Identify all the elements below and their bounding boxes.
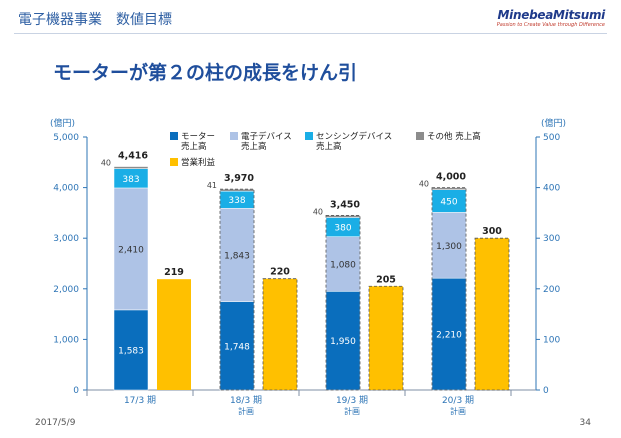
stack-segment-label: 2,410 — [118, 245, 144, 255]
legend-label: センシングデバイス — [316, 131, 392, 142]
right-axis-tick-label: 200 — [543, 285, 560, 295]
stack-total-label: 4,416 — [118, 151, 148, 162]
other-segment-label: 41 — [207, 181, 217, 190]
stack-total-label: 4,000 — [436, 172, 466, 183]
header-title: 電子機器事業 数値目標 — [18, 12, 172, 28]
right-axis-tick-label: 400 — [543, 184, 560, 194]
left-axis-tick-label: 3,000 — [53, 234, 79, 244]
stack-segment-label: 1,748 — [224, 342, 250, 352]
left-axis-tick-label: 2,000 — [53, 285, 79, 295]
other-segment-label: 40 — [313, 207, 323, 216]
right-axis-tick-label: 300 — [543, 234, 560, 244]
legend-swatch — [416, 132, 424, 140]
stack-segment-label: 383 — [122, 175, 139, 185]
stack-bar-segment — [113, 187, 149, 311]
profit-bar — [368, 285, 404, 391]
other-segment-label: 40 — [419, 180, 429, 189]
right-axis-tick-label: 0 — [543, 386, 549, 396]
stack-segment-label: 1,080 — [330, 261, 356, 271]
legend-label: その他 売上高 — [427, 131, 481, 142]
stack-segment-label: 380 — [334, 224, 351, 234]
plan-dashed-outline — [219, 188, 255, 391]
stack-segment-label: 1,950 — [330, 337, 356, 347]
left-axis-tick-label: 5,000 — [53, 133, 79, 143]
profit-value-label: 220 — [270, 267, 290, 278]
stack-segment-label: 450 — [440, 198, 457, 208]
stack-total-label: 3,970 — [224, 173, 254, 184]
header-divider — [14, 33, 607, 34]
stack-bar-segment — [431, 277, 467, 391]
left-axis-tick-label: 0 — [73, 386, 79, 396]
legend-label: 売上高 — [316, 141, 342, 152]
left-axis-tick-label: 4,000 — [53, 184, 79, 194]
stack-segment-label: 2,210 — [436, 331, 462, 341]
legend-label: 電子デバイス — [241, 131, 292, 142]
stack-bar-segment — [431, 212, 467, 279]
slide-subtitle: モーターが第２の柱の成長をけん引 — [53, 62, 358, 84]
stack-segment-label: 1,843 — [224, 251, 250, 261]
stack-segment-label: 1,300 — [436, 242, 462, 252]
company-logo: MinebeaMitsumi Passion to Create Value t… — [496, 8, 606, 28]
left-axis-tick-label: 1,000 — [53, 335, 79, 345]
profit-value-label: 219 — [164, 267, 184, 278]
other-segment-label: 40 — [101, 159, 111, 168]
stack-bar-segment — [113, 166, 149, 169]
profit-value-label: 300 — [482, 226, 502, 237]
right-axis-unit: (億円) — [541, 117, 566, 129]
legend-label: モーター — [181, 132, 215, 142]
stack-bar-segment — [325, 291, 361, 391]
x-category-label: 17/3 期 — [124, 395, 156, 406]
footer-date: 2017/5/9 — [35, 418, 76, 428]
stack-bar-segment — [219, 301, 255, 391]
stack-bar-segment — [113, 309, 149, 391]
legend-swatch — [230, 132, 238, 140]
stack-segment-label: 1,583 — [118, 346, 144, 356]
left-axis-unit: (億円) — [50, 117, 75, 129]
profit-bar — [474, 237, 510, 391]
stack-bar-segment — [219, 208, 255, 302]
profit-bar — [262, 278, 298, 391]
legend-label: 営業利益 — [181, 157, 216, 168]
legend-label: 売上高 — [181, 141, 207, 152]
legend-label: 売上高 — [241, 141, 267, 152]
legend-swatch — [170, 132, 178, 140]
page-number: 34 — [579, 418, 591, 428]
plot-area — [87, 137, 536, 390]
right-axis-tick-label: 100 — [543, 335, 560, 345]
x-category-sublabel: 計画 — [344, 406, 360, 416]
stack-segment-label: 338 — [228, 196, 245, 206]
logo-name: MinebeaMitsumi — [497, 8, 606, 22]
plan-dashed-outline — [325, 215, 361, 391]
logo-tagline: Passion to Create Value through Differen… — [496, 22, 605, 28]
legend-swatch — [305, 132, 313, 140]
plan-dashed-outline — [431, 187, 467, 391]
legend-swatch — [170, 158, 178, 166]
profit-bar — [157, 279, 191, 390]
x-category-sublabel: 計画 — [238, 406, 254, 416]
x-category-label: 19/3 期 — [336, 395, 368, 406]
right-axis-tick-label: 500 — [543, 133, 560, 143]
x-category-label: 18/3 期 — [230, 395, 262, 406]
profit-value-label: 205 — [376, 274, 396, 285]
x-category-label: 20/3 期 — [442, 395, 474, 406]
stack-bar-segment — [325, 236, 361, 292]
x-category-sublabel: 計画 — [450, 406, 466, 416]
stack-total-label: 3,450 — [330, 199, 360, 210]
